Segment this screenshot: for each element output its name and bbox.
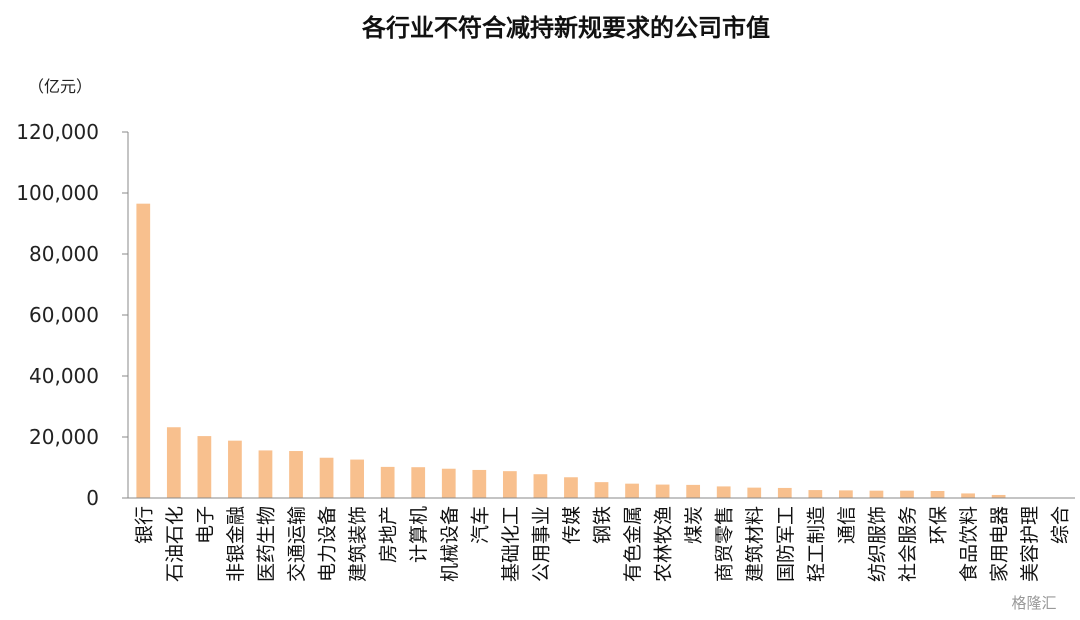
x-tick-label: 农林牧渔 — [653, 506, 675, 582]
y-tick-label: 40,000 — [29, 364, 99, 388]
x-tick-label: 房地产 — [378, 506, 400, 563]
x-axis: 银行 石油石化 电子 非银金融 医药生物 交通运输 电力设备 建筑装饰 房地产 计算机 机械设备 汽车… — [133, 506, 1071, 582]
bar — [808, 490, 823, 498]
y-tick-label: 60,000 — [29, 303, 99, 327]
x-tick-label: 环保 — [928, 506, 950, 544]
x-tick-label: 国防军工 — [775, 506, 797, 582]
bar — [319, 457, 334, 498]
x-tick-label: 电子 — [194, 506, 216, 544]
y-tick-label: 120,000 — [16, 120, 99, 144]
bar — [930, 490, 945, 498]
x-tick-label: 建筑材料 — [744, 506, 766, 582]
bar — [502, 471, 517, 498]
bar — [716, 486, 731, 498]
x-tick-label: 钢铁 — [592, 506, 614, 544]
x-tick-label: 计算机 — [408, 506, 430, 563]
bar — [839, 490, 853, 498]
x-tick-label: 银行 — [133, 506, 155, 544]
x-tick-label: 社会服务 — [897, 506, 919, 582]
bar — [777, 487, 792, 498]
y-tick-label: 100,000 — [16, 181, 99, 205]
x-tick-label: 公用事业 — [530, 506, 552, 582]
x-tick-label: 综合 — [1050, 506, 1072, 544]
bar — [289, 451, 303, 498]
watermark: 格隆汇 — [1011, 594, 1056, 612]
bar — [655, 484, 670, 498]
x-tick-label: 石油石化 — [164, 506, 186, 582]
bar — [197, 436, 212, 498]
x-tick-label: 通信 — [836, 506, 858, 544]
bar — [961, 493, 975, 498]
x-tick-label: 有色金属 — [622, 506, 644, 582]
bar — [900, 490, 914, 498]
y-tick-label: 20,000 — [29, 425, 99, 449]
x-tick-label: 美容护理 — [1019, 506, 1041, 582]
bar — [380, 466, 395, 498]
bar — [166, 427, 181, 498]
x-tick-label: 传媒 — [561, 506, 583, 544]
x-tick-label: 非银金融 — [225, 506, 247, 582]
x-tick-label: 纺织服饰 — [866, 506, 888, 582]
bar — [441, 468, 456, 498]
x-tick-label: 电力设备 — [317, 506, 339, 582]
x-tick-label: 汽车 — [469, 506, 491, 544]
bar — [686, 484, 701, 498]
x-tick-label: 基础化工 — [500, 506, 522, 582]
bar — [350, 459, 364, 498]
x-tick-label: 商贸零售 — [714, 506, 736, 582]
y-tick-label: 0 — [86, 486, 99, 510]
bar — [991, 494, 1006, 498]
bar — [258, 450, 273, 498]
bar — [136, 203, 151, 499]
x-tick-label: 轻工制造 — [805, 506, 827, 582]
bar — [625, 483, 639, 498]
x-tick-label: 医药生物 — [255, 506, 277, 582]
bar — [747, 487, 762, 498]
x-tick-label: 煤炭 — [683, 506, 705, 544]
bar — [564, 477, 578, 498]
y-axis-label: （亿元） — [28, 77, 92, 96]
x-tick-label: 建筑装饰 — [347, 506, 369, 582]
bar — [411, 467, 426, 498]
bars — [136, 203, 1067, 499]
x-tick-label: 机械设备 — [439, 506, 461, 582]
bar — [533, 474, 548, 498]
bar — [594, 482, 609, 498]
x-tick-label: 家用电器 — [989, 506, 1011, 582]
bar — [869, 490, 884, 498]
bar — [228, 440, 242, 498]
chart-title: 各行业不符合减持新规要求的公司市值 — [361, 14, 770, 42]
x-tick-label: 交通运输 — [286, 506, 308, 582]
y-tick-label: 80,000 — [29, 242, 99, 266]
bar — [472, 469, 487, 498]
y-axis: 0 20,000 40,000 60,000 80,000 100,000 120,000 — [16, 120, 128, 510]
x-tick-label: 食品饮料 — [958, 506, 980, 582]
